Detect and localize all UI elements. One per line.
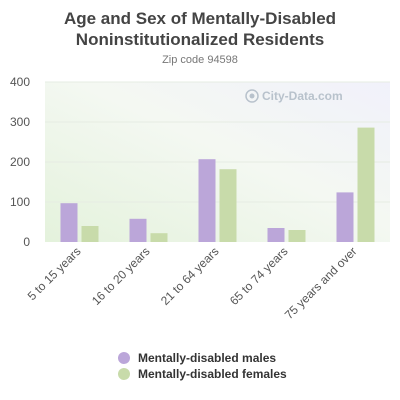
- y-tick-label: 400: [10, 75, 30, 89]
- chart-title: Age and Sex of Mentally-Disabled Noninst…: [0, 8, 400, 50]
- chart-title-line-1: Age and Sex of Mentally-Disabled: [63, 9, 337, 28]
- bar-females: [219, 169, 237, 242]
- watermark-icon: [245, 89, 259, 103]
- legend: Mentally-disabled males Mentally-disable…: [118, 350, 287, 382]
- bar-females: [81, 226, 99, 242]
- chart-title-line-2: Noninstitutionalized Residents: [75, 30, 325, 49]
- x-tick-label: 5 to 15 years: [25, 244, 84, 303]
- bars: [60, 127, 375, 242]
- legend-label-males: Mentally-disabled males: [138, 351, 277, 365]
- bar-males: [129, 218, 147, 242]
- legend-label-females: Mentally-disabled females: [138, 367, 287, 381]
- y-tick-label: 100: [10, 195, 30, 209]
- x-tick-label: 21 to 64 years: [158, 244, 222, 308]
- x-tick-label: 65 to 74 years: [227, 244, 291, 308]
- legend-item-males: Mentally-disabled males: [118, 350, 287, 366]
- y-tick-label: 0: [23, 235, 30, 249]
- legend-item-females: Mentally-disabled females: [118, 366, 287, 382]
- grid-lines: [45, 81, 390, 203]
- y-tick-label: 300: [10, 115, 30, 129]
- bar-males: [60, 203, 78, 242]
- legend-swatch-males: [118, 352, 130, 364]
- y-axis: 0 100 200 300 400: [10, 75, 30, 249]
- bar-males: [336, 192, 354, 242]
- bar-males: [267, 228, 285, 242]
- legend-swatch-females: [118, 368, 130, 380]
- x-axis: 5 to 15 years 16 to 20 years 21 to 64 year…: [25, 244, 360, 322]
- y-tick-label: 200: [10, 155, 30, 169]
- bar-females: [150, 233, 168, 242]
- chart-subtitle: Zip code 94598: [162, 54, 238, 66]
- x-tick-label: 16 to 20 years: [89, 244, 153, 308]
- bar-females: [357, 127, 375, 242]
- bar-males: [198, 159, 216, 242]
- bar-females: [288, 230, 306, 242]
- watermark-icon-dot: [249, 93, 255, 99]
- x-tick-label: 75 years and over: [282, 244, 360, 322]
- watermark: City-Data.com: [245, 89, 343, 103]
- watermark-text: City-Data.com: [262, 89, 343, 103]
